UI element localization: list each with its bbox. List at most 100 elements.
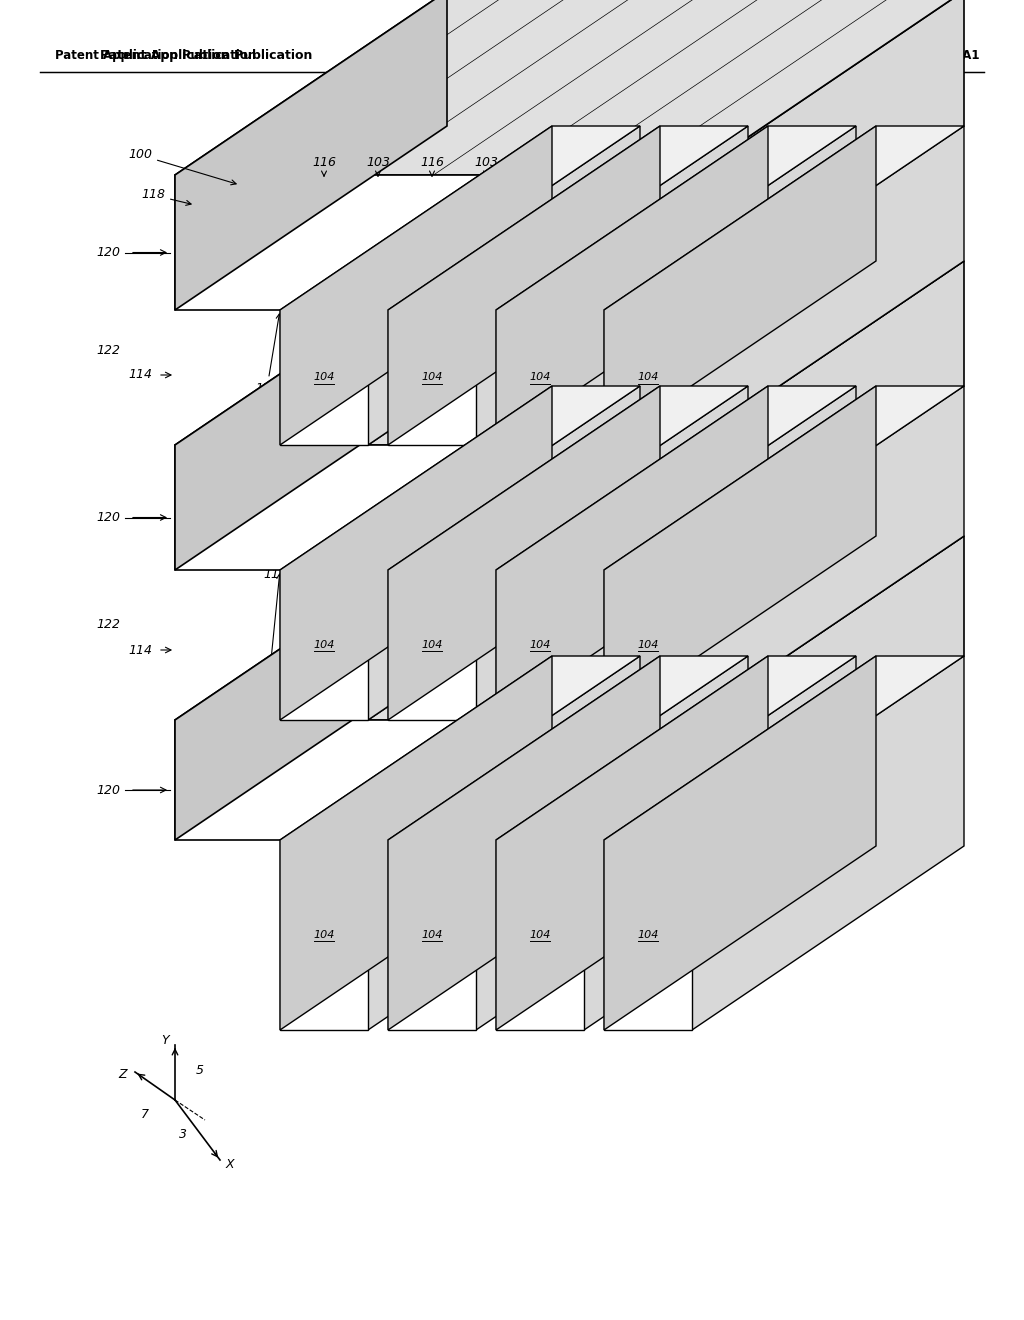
Text: 103: 103 bbox=[474, 157, 498, 176]
Polygon shape bbox=[175, 445, 692, 570]
Polygon shape bbox=[496, 840, 584, 1030]
Text: 103: 103 bbox=[366, 157, 390, 176]
Polygon shape bbox=[604, 310, 692, 445]
Polygon shape bbox=[584, 656, 856, 1030]
Text: 116: 116 bbox=[636, 994, 660, 1020]
Polygon shape bbox=[175, 261, 964, 445]
Polygon shape bbox=[692, 536, 964, 840]
Polygon shape bbox=[280, 125, 640, 310]
Text: 104: 104 bbox=[313, 640, 335, 649]
Polygon shape bbox=[175, 261, 447, 570]
Text: 116: 116 bbox=[420, 157, 444, 176]
Polygon shape bbox=[496, 385, 856, 570]
Text: 116: 116 bbox=[312, 157, 336, 176]
Text: 7: 7 bbox=[141, 1109, 150, 1122]
Polygon shape bbox=[175, 0, 964, 176]
Text: 124: 124 bbox=[699, 822, 736, 846]
Text: 116: 116 bbox=[815, 603, 834, 612]
Polygon shape bbox=[765, 620, 800, 636]
Polygon shape bbox=[476, 656, 748, 1030]
Polygon shape bbox=[584, 125, 856, 445]
Text: 124: 124 bbox=[256, 574, 282, 706]
Text: 116: 116 bbox=[528, 994, 552, 1020]
Text: 122: 122 bbox=[96, 619, 120, 631]
Polygon shape bbox=[496, 656, 856, 840]
Polygon shape bbox=[388, 840, 476, 1030]
Text: Z: Z bbox=[119, 1068, 127, 1081]
Polygon shape bbox=[692, 656, 964, 1030]
Polygon shape bbox=[368, 656, 640, 1030]
Text: X: X bbox=[225, 1159, 234, 1172]
Text: 124: 124 bbox=[698, 417, 736, 437]
Polygon shape bbox=[604, 656, 964, 840]
Text: 116: 116 bbox=[528, 157, 552, 176]
Text: 124: 124 bbox=[689, 494, 712, 541]
Polygon shape bbox=[175, 176, 692, 310]
Text: 124: 124 bbox=[682, 363, 709, 401]
Polygon shape bbox=[280, 570, 368, 719]
Polygon shape bbox=[388, 125, 748, 310]
Polygon shape bbox=[280, 656, 552, 1030]
Polygon shape bbox=[368, 125, 640, 445]
Text: 103: 103 bbox=[815, 623, 834, 634]
Text: 116: 116 bbox=[420, 994, 444, 1020]
Text: 116: 116 bbox=[718, 549, 742, 561]
Text: Dec. 27, 2012   Sheet 8 of 32: Dec. 27, 2012 Sheet 8 of 32 bbox=[416, 49, 608, 62]
Text: 120: 120 bbox=[96, 784, 120, 796]
Polygon shape bbox=[175, 0, 447, 310]
Text: Y: Y bbox=[161, 1034, 169, 1047]
Polygon shape bbox=[280, 840, 368, 1030]
Polygon shape bbox=[388, 570, 476, 719]
Text: 116: 116 bbox=[636, 157, 660, 176]
Text: 103: 103 bbox=[366, 994, 390, 1020]
Text: 118: 118 bbox=[141, 189, 191, 206]
Text: 120: 120 bbox=[96, 511, 120, 524]
Polygon shape bbox=[692, 385, 964, 719]
Text: 114: 114 bbox=[128, 644, 152, 656]
Polygon shape bbox=[388, 656, 748, 840]
Text: 103: 103 bbox=[582, 994, 606, 1020]
Polygon shape bbox=[280, 385, 640, 570]
Polygon shape bbox=[175, 719, 692, 840]
Polygon shape bbox=[496, 310, 584, 445]
Text: 120: 120 bbox=[96, 246, 120, 259]
Text: 103: 103 bbox=[582, 157, 606, 176]
Polygon shape bbox=[496, 385, 768, 719]
Polygon shape bbox=[496, 125, 768, 445]
Polygon shape bbox=[388, 310, 476, 445]
Text: 124: 124 bbox=[256, 449, 281, 536]
Text: US 2012/0329215 A1: US 2012/0329215 A1 bbox=[843, 49, 980, 62]
Text: 3: 3 bbox=[179, 1129, 187, 1142]
Polygon shape bbox=[692, 0, 964, 310]
Polygon shape bbox=[388, 385, 660, 719]
Polygon shape bbox=[692, 125, 964, 445]
Polygon shape bbox=[692, 261, 964, 570]
Text: 116: 116 bbox=[711, 294, 949, 566]
Text: 104: 104 bbox=[637, 640, 658, 649]
Polygon shape bbox=[175, 536, 964, 719]
Text: 124: 124 bbox=[256, 723, 281, 807]
Polygon shape bbox=[388, 125, 660, 445]
Text: 104: 104 bbox=[421, 640, 442, 649]
Text: 104: 104 bbox=[313, 931, 335, 940]
Polygon shape bbox=[496, 125, 856, 310]
Text: Dec. 27, 2012  Sheet 8 of 32: Dec. 27, 2012 Sheet 8 of 32 bbox=[413, 49, 611, 62]
Polygon shape bbox=[280, 310, 368, 445]
Polygon shape bbox=[280, 656, 640, 840]
Text: 104: 104 bbox=[313, 372, 335, 383]
Polygon shape bbox=[175, 536, 447, 840]
Text: 5: 5 bbox=[196, 1064, 204, 1077]
Polygon shape bbox=[604, 656, 876, 1030]
Polygon shape bbox=[368, 385, 640, 719]
Text: 100: 100 bbox=[128, 149, 237, 185]
Polygon shape bbox=[765, 601, 800, 616]
Text: 124: 124 bbox=[256, 314, 281, 395]
Text: 114: 114 bbox=[128, 368, 152, 381]
Polygon shape bbox=[388, 385, 748, 570]
Text: 116: 116 bbox=[312, 994, 336, 1020]
Text: 104: 104 bbox=[529, 372, 551, 383]
Polygon shape bbox=[604, 840, 692, 1030]
Polygon shape bbox=[496, 570, 584, 719]
Polygon shape bbox=[604, 385, 876, 719]
Text: 104: 104 bbox=[421, 931, 442, 940]
